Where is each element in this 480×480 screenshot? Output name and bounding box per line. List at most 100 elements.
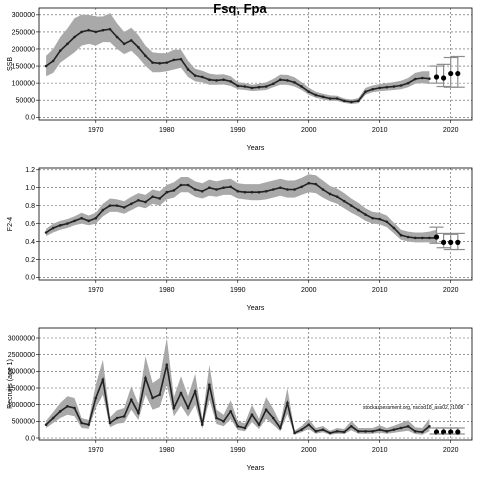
estimate-point — [236, 84, 240, 88]
estimate-point — [279, 426, 282, 430]
estimate-point — [300, 85, 303, 88]
estimate-point — [165, 61, 169, 64]
forecast-point — [441, 239, 447, 245]
estimate-point — [406, 235, 410, 239]
estimate-point — [66, 222, 69, 225]
confidence-band — [46, 338, 430, 435]
estimate-point — [236, 189, 240, 193]
estimate-point — [385, 85, 389, 89]
estimate-point — [314, 430, 318, 433]
y-tick-label: 1500000 — [8, 385, 35, 392]
forecast-point — [448, 70, 454, 77]
x-tick-label: 2020 — [443, 127, 459, 134]
y-tick-label: 300000 — [12, 12, 35, 19]
estimate-point — [378, 217, 382, 221]
plot-frame — [38, 167, 473, 281]
estimate-point — [428, 425, 431, 428]
estimate-point — [392, 428, 396, 431]
y-tick-label: 0.0 — [25, 435, 35, 442]
estimate-point — [186, 183, 190, 187]
x-tick-label: 1970 — [88, 447, 104, 454]
x-tick-label: 1990 — [230, 127, 246, 134]
estimate-point — [293, 81, 296, 84]
estimate-point — [179, 57, 183, 61]
y-tick-label: 1000000 — [8, 402, 35, 409]
y-tick-label: 100000 — [12, 81, 35, 88]
estimate-point — [392, 85, 396, 88]
estimate-point — [378, 428, 382, 431]
estimate-point — [51, 416, 55, 420]
estimate-point — [108, 421, 112, 425]
y-tick-label: 2500000 — [8, 352, 35, 359]
estimate-point — [208, 383, 211, 386]
estimate-point — [101, 378, 105, 381]
estimate-point — [399, 84, 403, 87]
estimate-point — [215, 416, 218, 420]
estimate-point — [328, 97, 332, 100]
estimate-point — [371, 430, 374, 433]
estimate-point — [321, 188, 325, 191]
estimate-point — [378, 86, 382, 90]
estimate-point — [122, 206, 126, 209]
estimate-point — [300, 185, 303, 189]
estimate-point — [115, 35, 119, 39]
estimate-point — [314, 182, 318, 186]
estimate-point — [158, 393, 161, 396]
estimate-point — [94, 30, 98, 34]
estimate-point — [421, 236, 424, 240]
x-tick-label: 1980 — [159, 447, 175, 454]
x-tick-label: 2010 — [372, 287, 388, 294]
y-tick-label: 150000 — [12, 63, 35, 70]
y-tick-label: 200000 — [12, 46, 35, 53]
estimate-point — [137, 198, 140, 202]
forecast-point — [455, 239, 461, 245]
forecast-point — [433, 429, 440, 435]
estimate-point — [215, 79, 218, 82]
estimate-point — [335, 97, 339, 100]
forecast-point — [433, 74, 440, 80]
estimate-point — [307, 423, 311, 426]
estimate-point — [286, 79, 289, 82]
estimate-point — [158, 197, 161, 200]
recruitment-panel: 1970 1980 1990 2000 2010 2020 0.0 500000 1000000… — [7, 327, 473, 472]
forecast-point — [448, 429, 454, 435]
estimate-point — [172, 189, 176, 192]
y-tick-label: 50000 — [16, 98, 36, 105]
estimate-point — [413, 77, 417, 81]
estimate-point — [165, 363, 169, 366]
y-axis-label: Recruits (age 1) — [7, 359, 14, 409]
estimate-point — [200, 75, 204, 79]
estimate-point — [66, 405, 69, 408]
estimate-point — [406, 81, 410, 85]
estimate-point — [186, 68, 190, 71]
estimate-point — [236, 425, 240, 428]
estimate-point — [399, 233, 403, 237]
estimate-point — [357, 430, 360, 433]
estimate-point — [151, 396, 154, 400]
estimate-point — [271, 188, 275, 191]
estimate-point — [87, 219, 90, 223]
estimate-point — [51, 226, 55, 230]
estimate-point — [328, 192, 332, 196]
estimate-point — [144, 200, 147, 204]
x-tick-label: 1980 — [159, 127, 175, 134]
estimate-point — [44, 423, 48, 426]
estimate-point — [357, 99, 360, 103]
estimate-point — [286, 188, 289, 191]
estimate-point — [87, 28, 90, 32]
estimate-point — [250, 190, 254, 194]
estimate-point — [271, 82, 275, 86]
estimate-point — [151, 61, 154, 64]
estimate-point — [172, 58, 176, 62]
x-tick-label: 2000 — [301, 447, 317, 454]
estimate-point — [137, 411, 140, 415]
estimate-point — [73, 35, 76, 39]
estimate-point — [87, 423, 90, 426]
estimate-point — [321, 428, 325, 431]
estimate-point — [222, 420, 225, 423]
estimate-point — [229, 185, 232, 189]
estimate-point — [179, 391, 183, 395]
x-tick-label: 1980 — [159, 287, 175, 294]
x-tick-label: 2020 — [443, 287, 459, 294]
estimate-point — [208, 78, 211, 82]
